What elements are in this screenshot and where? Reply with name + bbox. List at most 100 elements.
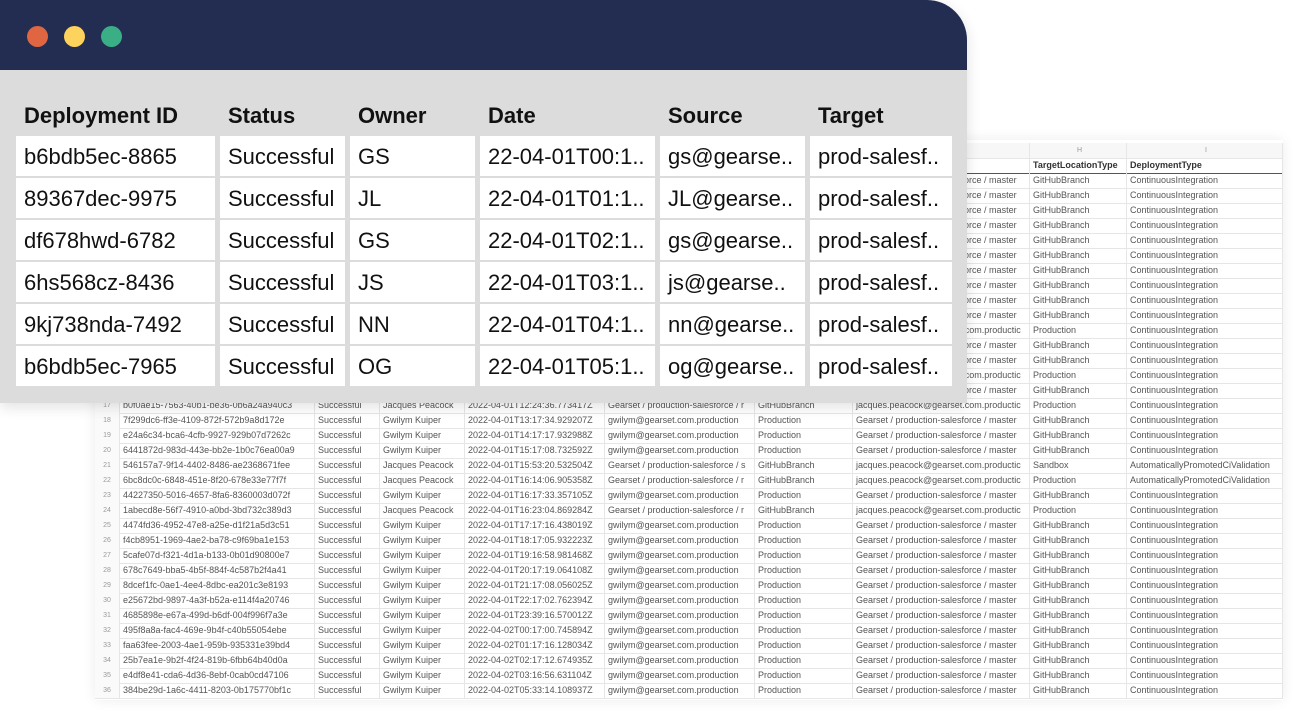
sheet-cell[interactable]: ContinuousIntegration	[1127, 428, 1283, 443]
sheet-cell[interactable]: Jacques Peacock	[380, 398, 465, 413]
sheet-cell[interactable]: 5cafe07d-f321-4d1a-b133-0b01d90800e7	[120, 548, 315, 563]
sheet-cell[interactable]: 2022-04-02T01:17:16.128034Z	[465, 638, 605, 653]
sheet-cell[interactable]: GitHubBranch	[1030, 233, 1127, 248]
sheet-cell[interactable]: Successful	[315, 578, 380, 593]
sheet-cell[interactable]: Production	[755, 593, 853, 608]
sheet-cell[interactable]: GitHubBranch	[1030, 608, 1127, 623]
sheet-cell[interactable]: ContinuousIntegration	[1127, 233, 1283, 248]
sheet-cell[interactable]: H	[1030, 143, 1127, 158]
sheet-cell[interactable]: ContinuousIntegration	[1127, 488, 1283, 503]
sheet-cell[interactable]: ContinuousIntegration	[1127, 668, 1283, 683]
sheet-cell[interactable]: Gwilym Kuiper	[380, 638, 465, 653]
sheet-cell[interactable]: Successful	[315, 473, 380, 488]
sheet-cell[interactable]: 2022-04-01T18:17:05.932223Z	[465, 533, 605, 548]
sheet-cell[interactable]: Production	[755, 443, 853, 458]
row-number[interactable]: 28	[95, 563, 120, 578]
sheet-cell[interactable]: Gearset / production-salesforce / master	[853, 413, 1030, 428]
sheet-cell[interactable]: gwilym@gearset.com.production	[605, 638, 755, 653]
sheet-cell[interactable]: Gwilym Kuiper	[380, 518, 465, 533]
row-number[interactable]: 35	[95, 668, 120, 683]
sheet-cell[interactable]: GitHubBranch	[1030, 668, 1127, 683]
sheet-cell[interactable]: ContinuousIntegration	[1127, 188, 1283, 203]
sheet-cell[interactable]: Gearset / production-salesforce / master	[853, 488, 1030, 503]
sheet-cell[interactable]: 2022-04-01T13:17:34.929207Z	[465, 413, 605, 428]
sheet-cell[interactable]: Gwilym Kuiper	[380, 563, 465, 578]
sheet-cell[interactable]: Gearset / production-salesforce / master	[853, 593, 1030, 608]
sheet-cell[interactable]: Successful	[315, 608, 380, 623]
sheet-cell[interactable]: 2022-04-02T02:17:12.674935Z	[465, 653, 605, 668]
maximize-dot-icon[interactable]	[101, 26, 122, 47]
sheet-cell[interactable]: gwilym@gearset.com.production	[605, 653, 755, 668]
sheet-cell[interactable]: Gearset / production-salesforce / r	[605, 398, 755, 413]
sheet-cell[interactable]: gwilym@gearset.com.production	[605, 578, 755, 593]
sheet-cell[interactable]: jacques.peacock@gearset.com.productic	[853, 458, 1030, 473]
sheet-cell[interactable]: GitHubBranch	[1030, 308, 1127, 323]
sheet-cell[interactable]: Gearset / production-salesforce / master	[853, 638, 1030, 653]
sheet-cell[interactable]: Production	[755, 578, 853, 593]
sheet-cell[interactable]: gwilym@gearset.com.production	[605, 428, 755, 443]
sheet-cell[interactable]: ContinuousIntegration	[1127, 503, 1283, 518]
sheet-cell[interactable]: Gearset / production-salesforce / master	[853, 683, 1030, 698]
sheet-cell[interactable]: Production	[755, 518, 853, 533]
sheet-cell[interactable]: Successful	[315, 443, 380, 458]
sheet-cell[interactable]: GitHubBranch	[1030, 188, 1127, 203]
sheet-cell[interactable]: 4685898e-e67a-499d-b6df-004f996f7a3e	[120, 608, 315, 623]
sheet-cell[interactable]: 2022-04-02T03:16:56.631104Z	[465, 668, 605, 683]
sheet-cell[interactable]: GitHubBranch	[1030, 263, 1127, 278]
sheet-cell[interactable]: 2022-04-01T16:14:06.905358Z	[465, 473, 605, 488]
sheet-cell[interactable]: GitHubBranch	[1030, 518, 1127, 533]
sheet-cell[interactable]: I	[1127, 143, 1283, 158]
table-row[interactable]: 9kj738nda-7492 Successful NN 22-04-01T04:1.…	[16, 304, 957, 346]
sheet-cell[interactable]: Gwilym Kuiper	[380, 593, 465, 608]
sheet-cell[interactable]: Jacques Peacock	[380, 473, 465, 488]
row-number[interactable]: 29	[95, 578, 120, 593]
sheet-cell[interactable]: Successful	[315, 683, 380, 698]
sheet-cell[interactable]: 2022-04-01T14:17:17.932988Z	[465, 428, 605, 443]
sheet-cell[interactable]: Gearset / production-salesforce / s	[605, 458, 755, 473]
sheet-cell[interactable]: GitHubBranch	[1030, 428, 1127, 443]
sheet-cell[interactable]: GitHubBranch	[1030, 353, 1127, 368]
sheet-cell[interactable]: ContinuousIntegration	[1127, 308, 1283, 323]
sheet-cell[interactable]: Gearset / production-salesforce / master	[853, 428, 1030, 443]
sheet-cell[interactable]: 546157a7-9f14-4402-8486-ae2368671fee	[120, 458, 315, 473]
sheet-cell[interactable]: ContinuousIntegration	[1127, 578, 1283, 593]
sheet-cell[interactable]: Production	[755, 488, 853, 503]
sheet-cell[interactable]: GitHubBranch	[1030, 248, 1127, 263]
sheet-cell[interactable]: gwilym@gearset.com.production	[605, 563, 755, 578]
sheet-cell[interactable]: Successful	[315, 653, 380, 668]
sheet-cell[interactable]: e4df8e41-cda6-4d36-8ebf-0cab0cd47106	[120, 668, 315, 683]
sheet-cell[interactable]: AutomaticallyPromotedCiValidation	[1127, 458, 1283, 473]
sheet-cell[interactable]: GitHubBranch	[755, 503, 853, 518]
sheet-cell[interactable]: gwilym@gearset.com.production	[605, 683, 755, 698]
sheet-cell[interactable]: 2022-04-01T20:17:19.064108Z	[465, 563, 605, 578]
sheet-cell[interactable]: Successful	[315, 548, 380, 563]
sheet-cell[interactable]: 4474fd36-4952-47e8-a25e-d1f21a5d3c51	[120, 518, 315, 533]
row-number[interactable]: 36	[95, 683, 120, 698]
sheet-cell[interactable]: Gwilym Kuiper	[380, 443, 465, 458]
sheet-cell[interactable]: Production	[755, 428, 853, 443]
sheet-cell[interactable]: Production	[755, 548, 853, 563]
sheet-cell[interactable]: Production	[1030, 368, 1127, 383]
sheet-cell[interactable]: Gearset / production-salesforce / master	[853, 533, 1030, 548]
sheet-cell[interactable]: 2022-04-02T00:17:00.745894Z	[465, 623, 605, 638]
row-number[interactable]: 30	[95, 593, 120, 608]
sheet-cell[interactable]: ContinuousIntegration	[1127, 323, 1283, 338]
sheet-cell[interactable]: ContinuousIntegration	[1127, 593, 1283, 608]
sheet-cell[interactable]: ContinuousIntegration	[1127, 383, 1283, 398]
sheet-cell[interactable]: ContinuousIntegration	[1127, 608, 1283, 623]
sheet-cell[interactable]: Production	[755, 638, 853, 653]
sheet-cell[interactable]: gwilym@gearset.com.production	[605, 413, 755, 428]
sheet-cell[interactable]: Gearset / production-salesforce / master	[853, 563, 1030, 578]
sheet-cell[interactable]: GitHubBranch	[755, 458, 853, 473]
sheet-cell[interactable]: ContinuousIntegration	[1127, 653, 1283, 668]
sheet-cell[interactable]: ContinuousIntegration	[1127, 203, 1283, 218]
sheet-cell[interactable]: GitHubBranch	[755, 398, 853, 413]
sheet-cell[interactable]: Production	[755, 563, 853, 578]
sheet-cell[interactable]: Gearset / production-salesforce / master	[853, 518, 1030, 533]
sheet-cell[interactable]: 678c7649-bba5-4b5f-884f-4c587b2f4a41	[120, 563, 315, 578]
table-row[interactable]: b6bdb5ec-7965 Successful OG 22-04-01T05:1..…	[16, 346, 957, 388]
sheet-cell[interactable]: ContinuousIntegration	[1127, 248, 1283, 263]
row-number[interactable]: 24	[95, 503, 120, 518]
minimize-dot-icon[interactable]	[64, 26, 85, 47]
sheet-cell[interactable]: TargetLocationType	[1030, 158, 1127, 173]
